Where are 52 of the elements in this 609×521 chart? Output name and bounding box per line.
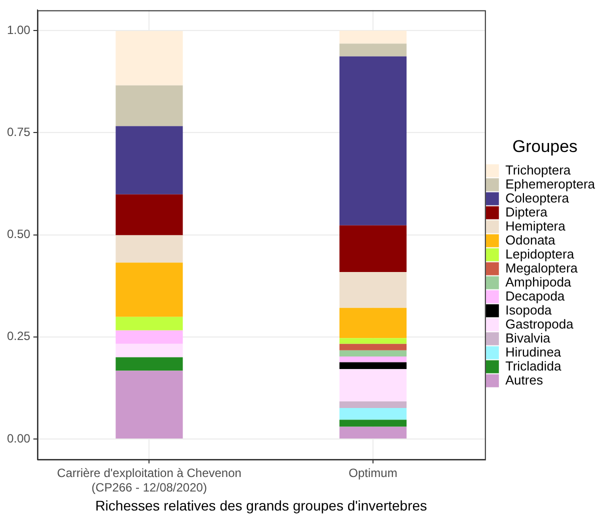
legend-title: Groupes	[512, 136, 578, 156]
y-tick-label: 0.25	[6, 329, 31, 344]
bar	[116, 370, 183, 438]
x-tick-label: Optimum	[348, 466, 398, 480]
legend-label: Amphipoda	[505, 274, 572, 290]
y-tick-label: 0.50	[6, 227, 31, 242]
bar	[116, 126, 183, 194]
bar	[339, 426, 407, 438]
bar	[116, 316, 183, 330]
bar	[116, 344, 183, 358]
x-tick-label: Carrière d'exploitation à Chevenon (CP266 - 12/08/2020)	[57, 466, 242, 494]
bar	[116, 85, 183, 126]
y-tick-label: 0.75	[6, 125, 31, 140]
bar	[339, 401, 407, 408]
legend-label: Gastropoda	[505, 316, 574, 332]
bar	[116, 31, 183, 86]
legend-label: Odonata	[505, 232, 556, 248]
bar	[339, 356, 407, 362]
bar	[116, 194, 183, 236]
bar	[339, 225, 407, 272]
legend-label: Hemiptera	[505, 218, 566, 234]
legend-label: Bivalvia	[505, 330, 551, 346]
bar	[116, 235, 183, 263]
bar	[116, 357, 183, 371]
legend-label: Lepidoptera	[505, 246, 575, 262]
legend-label: Decapoda	[505, 288, 566, 304]
bar	[339, 369, 407, 402]
legend-label: Diptera	[505, 204, 548, 220]
bar	[339, 350, 407, 356]
y-tick-label: 1.00	[6, 22, 31, 37]
bar	[339, 420, 407, 427]
bar	[339, 272, 407, 308]
legend-label: Megaloptera	[505, 260, 578, 276]
legend-label: Coleoptera	[505, 190, 570, 206]
legend-label: Hirudinea	[505, 344, 562, 360]
bar	[339, 408, 407, 420]
bar	[339, 344, 407, 350]
legend-label: Tricladida	[505, 358, 562, 374]
legend-label: Ephemeroptera	[505, 176, 596, 192]
bar	[339, 30, 407, 44]
legend-label: Trichoptera	[505, 162, 572, 178]
bar	[339, 56, 407, 226]
bar	[339, 338, 407, 344]
bar	[339, 362, 407, 370]
x-axis-title: Richesses relatives des grands groupes d'invertebres	[95, 497, 428, 514]
legend-label: Isopoda	[505, 302, 552, 318]
bar	[339, 44, 407, 56]
bar	[339, 308, 407, 338]
bar	[116, 262, 183, 317]
bar	[116, 330, 183, 344]
y-tick-label: 0.00	[6, 431, 31, 446]
legend-label: Autres	[505, 372, 544, 388]
